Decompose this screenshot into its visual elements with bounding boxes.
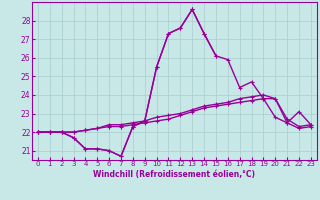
X-axis label: Windchill (Refroidissement éolien,°C): Windchill (Refroidissement éolien,°C) bbox=[93, 170, 255, 179]
